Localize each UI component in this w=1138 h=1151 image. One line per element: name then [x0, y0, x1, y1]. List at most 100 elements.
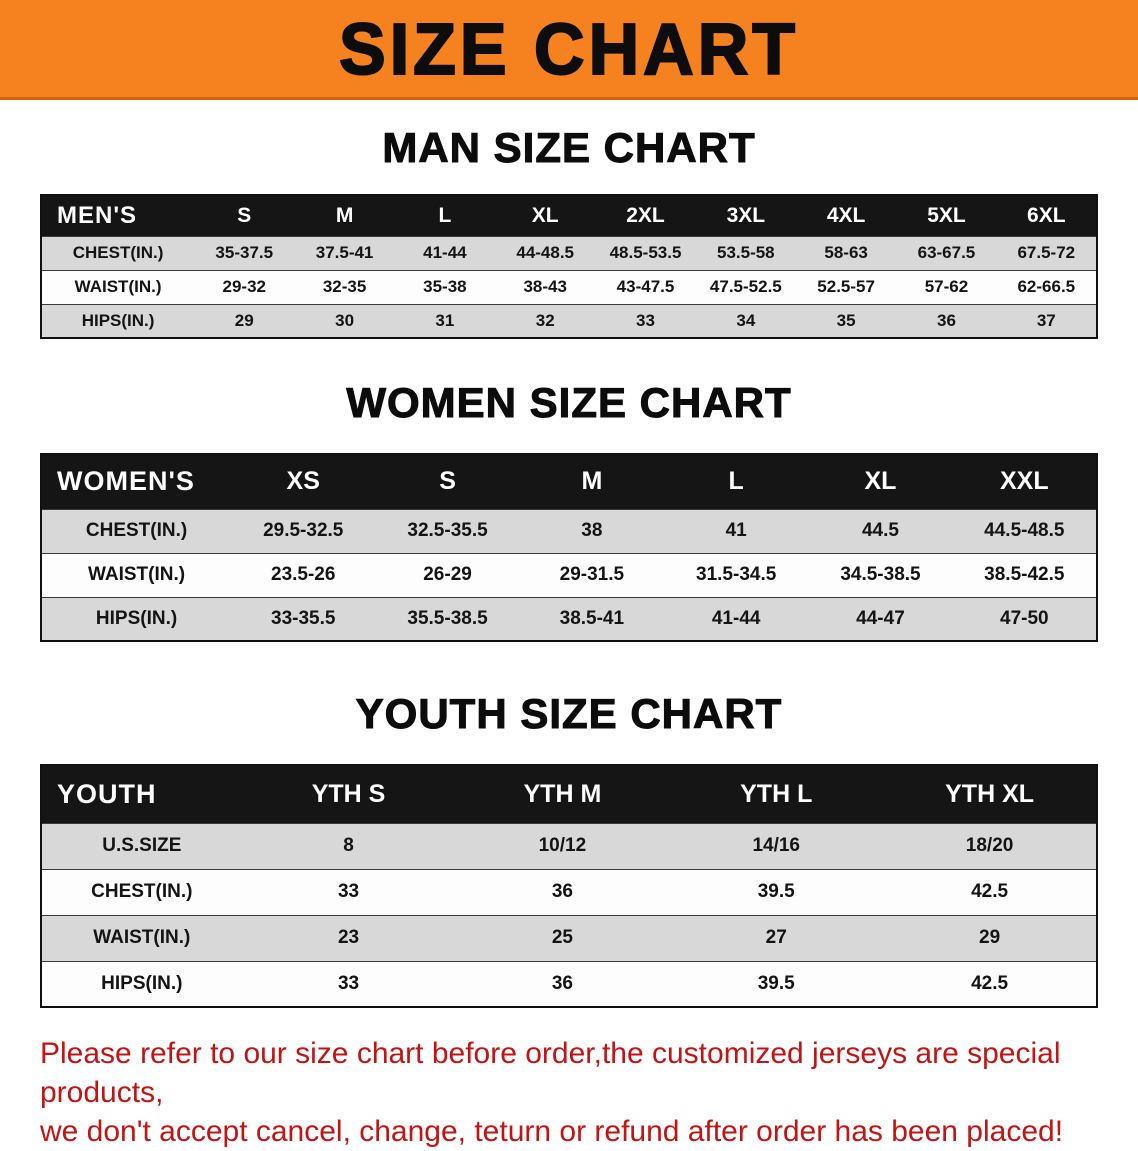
size-value-cell: 53.5-58	[695, 235, 796, 270]
size-column-header: YTH XL	[883, 765, 1097, 823]
size-column-header: YTH M	[455, 765, 670, 823]
table-header-row: WOMEN'S XS S M L XL XXL	[41, 454, 1097, 509]
table-row: U.S.SIZE 8 10/12 14/16 18/20	[41, 822, 1097, 869]
size-value-cell: 29	[194, 303, 295, 338]
measurement-row-label: CHEST(IN.)	[41, 508, 232, 553]
size-column-header: 5XL	[896, 195, 997, 236]
size-value-cell: 47.5-52.5	[695, 269, 796, 304]
men-section-heading: MAN SIZE CHART	[382, 124, 756, 172]
table-corner-header: MEN'S	[41, 195, 195, 236]
size-value-cell: 32.5-35.5	[375, 508, 520, 553]
table-row: WAIST(IN.) 23 25 27 29	[41, 914, 1097, 961]
size-value-cell: 34.5-38.5	[808, 552, 953, 597]
table-row: WAIST(IN.) 23.5-26 26-29 29-31.5 31.5-34.5 34…	[41, 552, 1097, 597]
measurement-row-label: CHEST(IN.)	[41, 868, 242, 915]
table-row: HIPS(IN.) 33 36 39.5 42.5	[41, 960, 1097, 1007]
table-header-row: YOUTH YTH S YTH M YTH L YTH XL	[41, 765, 1097, 823]
table-row: CHEST(IN.) 29.5-32.5 32.5-35.5 38 41 44.5 44.5…	[41, 508, 1097, 553]
size-value-cell: 58-63	[795, 235, 897, 270]
size-value-cell: 29.5-32.5	[231, 508, 376, 553]
size-value-cell: 31.5-34.5	[664, 552, 809, 597]
size-value-cell: 30	[294, 303, 395, 338]
size-value-cell: 35-37.5	[194, 235, 295, 270]
size-value-cell: 33	[595, 303, 696, 338]
youth-size-chart-section: YOUTH SIZE CHART YOUTH YTH S YTH M YTH L YTH…	[0, 690, 1138, 1008]
size-value-cell: 34	[695, 303, 796, 338]
table-corner-header: WOMEN'S	[41, 454, 232, 509]
size-value-cell: 52.5-57	[795, 269, 897, 304]
measurement-row-label: U.S.SIZE	[41, 822, 242, 869]
size-column-header: S	[375, 454, 520, 509]
size-value-cell: 33	[241, 868, 456, 915]
size-value-cell: 36	[455, 960, 670, 1007]
notice-line-1: Please refer to our size chart before or…	[40, 1037, 1061, 1109]
size-value-cell: 8	[241, 822, 456, 869]
footer-notice: Please refer to our size chart before or…	[40, 1034, 1100, 1151]
size-value-cell: 14/16	[669, 822, 884, 869]
size-column-header: XS	[231, 454, 376, 509]
size-value-cell: 42.5	[883, 960, 1097, 1007]
size-value-cell: 41-44	[394, 235, 496, 270]
size-value-cell: 37.5-41	[294, 235, 395, 270]
size-value-cell: 39.5	[669, 960, 884, 1007]
youth-size-table: YOUTH YTH S YTH M YTH L YTH XL U.S.SIZE 8 10/12…	[40, 764, 1098, 1008]
size-value-cell: 44.5	[808, 508, 953, 553]
size-value-cell: 57-62	[896, 269, 997, 304]
size-value-cell: 39.5	[669, 868, 884, 915]
size-value-cell: 32	[495, 303, 596, 338]
table-corner-header: YOUTH	[41, 765, 242, 823]
size-column-header: XL	[495, 195, 596, 236]
size-column-header: YTH S	[241, 765, 456, 823]
size-value-cell: 26-29	[375, 552, 520, 597]
size-value-cell: 37	[996, 303, 1097, 338]
size-value-cell: 36	[896, 303, 997, 338]
size-value-cell: 35.5-38.5	[375, 596, 520, 641]
size-value-cell: 33-35.5	[231, 596, 376, 641]
measurement-row-label: WAIST(IN.)	[41, 552, 232, 597]
size-value-cell: 38.5-41	[519, 596, 665, 641]
size-value-cell: 29-31.5	[519, 552, 665, 597]
women-section-heading: WOMEN SIZE CHART	[346, 379, 792, 427]
women-size-chart-section: WOMEN SIZE CHART WOMEN'S XS S M L XL XXL CHEST(…	[0, 379, 1138, 642]
size-value-cell: 44-48.5	[495, 235, 596, 270]
size-value-cell: 44-47	[808, 596, 953, 641]
table-row: WAIST(IN.) 29-32 32-35 35-38 38-43 43-47.5 47.…	[41, 269, 1097, 304]
measurement-row-label: WAIST(IN.)	[41, 269, 195, 304]
size-value-cell: 25	[455, 914, 670, 961]
size-value-cell: 27	[669, 914, 884, 961]
size-value-cell: 23.5-26	[231, 552, 376, 597]
size-value-cell: 38-43	[495, 269, 596, 304]
size-value-cell: 32-35	[294, 269, 395, 304]
size-column-header: 2XL	[595, 195, 696, 236]
table-row: CHEST(IN.) 35-37.5 37.5-41 41-44 44-48.5 48.5…	[41, 235, 1097, 270]
measurement-row-label: WAIST(IN.)	[41, 914, 242, 961]
size-value-cell: 31	[394, 303, 496, 338]
measurement-row-label: HIPS(IN.)	[41, 303, 195, 338]
table-row: HIPS(IN.) 33-35.5 35.5-38.5 38.5-41 41-44 44-…	[41, 596, 1097, 641]
size-value-cell: 62-66.5	[996, 269, 1097, 304]
men-size-table: MEN'S S M L XL 2XL 3XL 4XL 5XL 6XL CHEST(IN.) 35-37…	[40, 194, 1098, 339]
size-value-cell: 42.5	[883, 868, 1097, 915]
measurement-row-label: CHEST(IN.)	[41, 235, 195, 270]
table-row: CHEST(IN.) 33 36 39.5 42.5	[41, 868, 1097, 915]
size-value-cell: 44.5-48.5	[952, 508, 1097, 553]
size-column-header: 6XL	[996, 195, 1097, 236]
measurement-row-label: HIPS(IN.)	[41, 960, 242, 1007]
size-value-cell: 36	[455, 868, 670, 915]
size-value-cell: 23	[241, 914, 456, 961]
women-size-table: WOMEN'S XS S M L XL XXL CHEST(IN.) 29.5-32.5 32.5…	[40, 453, 1098, 642]
size-value-cell: 63-67.5	[896, 235, 997, 270]
page-title: SIZE CHART	[338, 7, 799, 90]
table-row: HIPS(IN.) 29 30 31 32 33 34 35 36 37	[41, 303, 1097, 338]
size-value-cell: 38	[519, 508, 665, 553]
size-column-header: YTH L	[669, 765, 884, 823]
size-column-header: L	[394, 195, 496, 236]
size-value-cell: 35	[795, 303, 897, 338]
size-column-header: L	[664, 454, 809, 509]
size-column-header: M	[294, 195, 395, 236]
size-value-cell: 41	[664, 508, 809, 553]
size-value-cell: 29-32	[194, 269, 295, 304]
size-value-cell: 41-44	[664, 596, 809, 641]
size-value-cell: 35-38	[394, 269, 496, 304]
